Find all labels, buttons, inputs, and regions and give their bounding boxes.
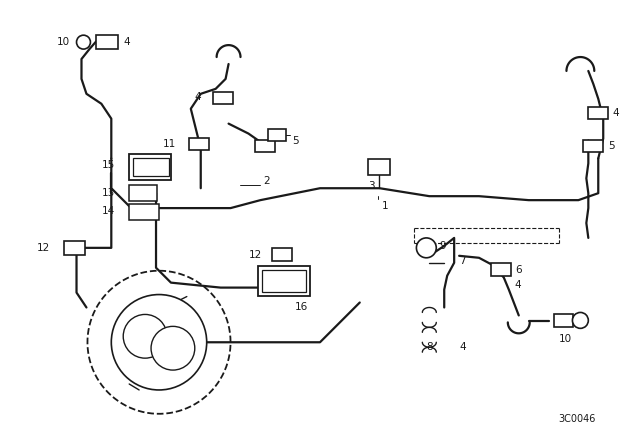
Bar [588, 107, 608, 119]
Circle shape [417, 238, 436, 258]
Text: 6: 6 [515, 265, 522, 275]
Text: 4: 4 [515, 280, 522, 289]
Text: 4: 4 [194, 92, 201, 102]
Text: 15: 15 [101, 160, 115, 170]
Bar [63, 241, 86, 255]
Text: 5: 5 [608, 142, 615, 151]
Text: 4: 4 [124, 37, 130, 47]
Text: 12: 12 [248, 250, 262, 260]
Bar [272, 248, 292, 261]
Text: 1: 1 [381, 201, 388, 211]
Text: 3C0046: 3C0046 [559, 414, 596, 424]
Bar [133, 159, 169, 177]
Bar [259, 266, 310, 296]
Text: 2: 2 [263, 176, 270, 186]
Text: 4: 4 [612, 108, 619, 118]
Bar [255, 139, 275, 152]
Text: 16: 16 [295, 302, 308, 312]
Text: 8: 8 [426, 342, 433, 352]
Circle shape [572, 312, 588, 328]
Bar [491, 263, 511, 276]
Text: 10: 10 [57, 37, 70, 47]
Text: 4: 4 [459, 342, 466, 352]
Bar [268, 129, 286, 141]
Text: 5: 5 [292, 136, 299, 146]
Bar [129, 155, 171, 180]
Text: 14: 14 [101, 206, 115, 216]
Bar [97, 35, 118, 49]
Circle shape [124, 314, 167, 358]
Bar [262, 270, 306, 292]
Circle shape [151, 326, 195, 370]
Text: 7: 7 [459, 256, 466, 266]
Text: 11: 11 [163, 139, 176, 150]
Circle shape [111, 294, 207, 390]
Bar [368, 159, 390, 175]
Bar [129, 204, 159, 220]
Bar [189, 138, 209, 151]
Text: 9: 9 [439, 241, 446, 251]
Text: 12: 12 [36, 243, 50, 253]
Bar [554, 314, 573, 327]
Bar [129, 185, 157, 201]
Text: 13: 13 [101, 188, 115, 198]
Text: 10: 10 [559, 334, 572, 344]
Text: 3: 3 [368, 181, 374, 191]
Bar [212, 92, 232, 104]
Circle shape [77, 35, 90, 49]
Bar [583, 139, 604, 152]
